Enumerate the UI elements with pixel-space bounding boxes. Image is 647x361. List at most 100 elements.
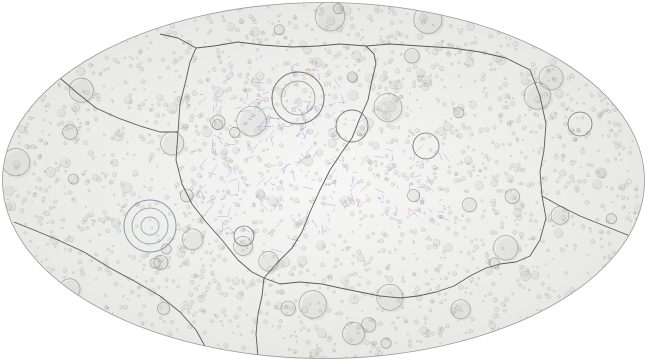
crater xyxy=(240,227,245,232)
crater xyxy=(308,95,312,98)
crater-shadow xyxy=(183,301,189,306)
crater xyxy=(298,316,301,318)
crater xyxy=(292,14,297,19)
crater-shadow xyxy=(263,320,268,324)
crater xyxy=(231,231,234,234)
crater xyxy=(65,120,75,130)
crater xyxy=(580,149,585,155)
crater xyxy=(149,139,154,144)
crater xyxy=(218,210,223,214)
crater xyxy=(299,320,303,324)
crater-shadow xyxy=(341,197,352,208)
crater xyxy=(537,100,540,104)
crater xyxy=(370,19,374,23)
crater xyxy=(67,190,73,195)
crater xyxy=(455,304,458,307)
crater xyxy=(233,119,237,122)
crater xyxy=(528,79,532,83)
crater xyxy=(38,154,43,159)
crater xyxy=(450,43,455,48)
crater xyxy=(47,134,50,136)
crater xyxy=(436,97,439,100)
crater-shadow xyxy=(541,239,545,244)
crater xyxy=(256,278,261,283)
crater xyxy=(492,297,498,303)
crater xyxy=(342,159,345,162)
crater-shadow xyxy=(206,15,211,21)
crater-shadow xyxy=(290,306,295,311)
crater xyxy=(472,249,476,253)
crater xyxy=(529,181,535,187)
crater xyxy=(110,99,114,102)
crater xyxy=(545,193,548,196)
crater xyxy=(335,148,340,152)
crater-shadow xyxy=(132,170,139,177)
crater xyxy=(219,99,223,103)
crater xyxy=(158,75,162,79)
crater xyxy=(268,196,279,207)
crater xyxy=(91,63,94,67)
crater xyxy=(252,38,255,42)
crater xyxy=(377,108,380,111)
crater xyxy=(261,107,265,111)
crater xyxy=(388,168,391,172)
crater xyxy=(173,91,176,94)
crater xyxy=(401,256,405,261)
crater xyxy=(474,36,477,39)
crater-shadow xyxy=(266,119,271,124)
crater xyxy=(445,323,450,329)
crater xyxy=(449,62,454,66)
crater xyxy=(396,316,399,319)
crater xyxy=(434,130,438,134)
crater-shadow xyxy=(457,50,461,55)
crater xyxy=(417,79,422,83)
crater xyxy=(363,48,367,52)
crater xyxy=(502,81,508,87)
crater xyxy=(253,127,261,134)
crater-shadow xyxy=(576,128,581,133)
crater-shadow xyxy=(413,241,416,244)
crater-shadow xyxy=(377,251,380,254)
crater xyxy=(353,271,358,277)
crater xyxy=(233,236,253,256)
crater xyxy=(470,316,475,322)
crater xyxy=(371,231,375,236)
crater xyxy=(139,66,144,71)
crater xyxy=(506,93,511,98)
crater xyxy=(309,349,318,358)
crater xyxy=(62,104,67,109)
crater xyxy=(277,19,280,23)
crater-shadow xyxy=(560,248,565,253)
crater xyxy=(377,321,383,326)
crater xyxy=(498,316,500,319)
crater-shadow xyxy=(83,217,88,222)
crater xyxy=(289,305,295,311)
crater xyxy=(618,152,622,156)
crater xyxy=(457,103,465,111)
crater xyxy=(305,174,308,177)
crater xyxy=(370,341,373,345)
crater xyxy=(213,313,217,317)
crater xyxy=(521,125,527,131)
crater xyxy=(225,232,229,235)
crater xyxy=(521,77,529,86)
crater xyxy=(85,169,87,172)
crater xyxy=(562,208,566,213)
crater xyxy=(457,61,461,64)
crater-shadow xyxy=(487,158,491,162)
crater xyxy=(221,324,224,327)
crater xyxy=(164,195,169,200)
crater-shadow xyxy=(111,153,115,157)
crater xyxy=(196,132,201,136)
crater xyxy=(353,157,356,160)
crater xyxy=(432,244,438,249)
crater xyxy=(289,197,294,201)
crater xyxy=(407,343,412,348)
crater xyxy=(243,80,248,85)
crater-shadow xyxy=(76,127,81,132)
crater xyxy=(302,77,306,81)
crater-shadow xyxy=(105,268,110,273)
crater-shadow xyxy=(293,24,298,30)
